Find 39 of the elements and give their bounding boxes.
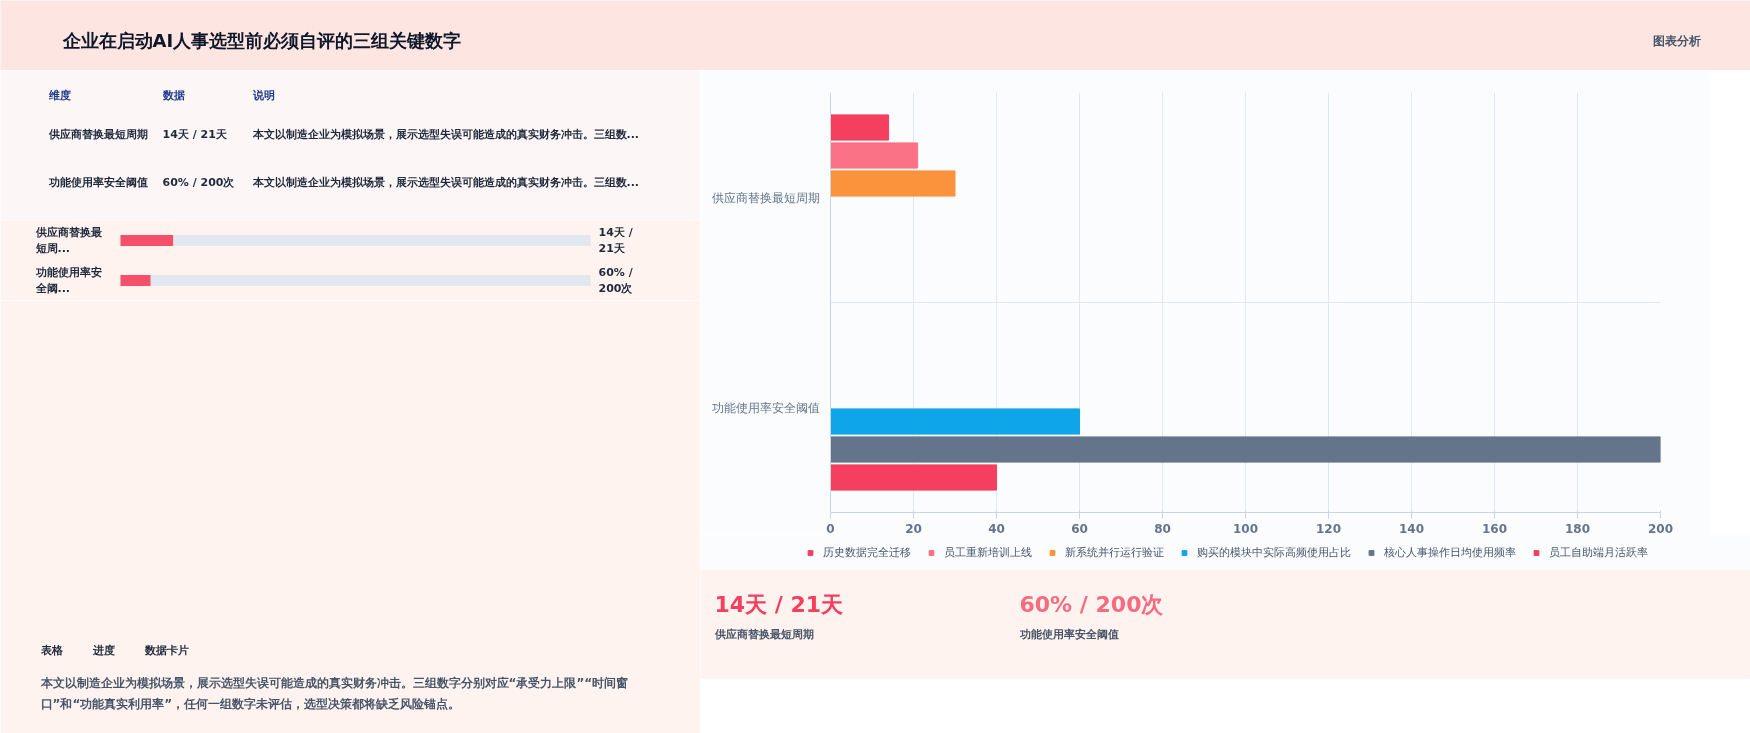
text: 60% / 200次 <box>1019 591 1165 617</box>
text: 14天 / 21天 <box>714 591 844 617</box>
text: 说明 <box>251 89 275 102</box>
text: 企业在启动AI人事选型前必须自评的三组关键数字 <box>61 30 462 51</box>
x-tick-label: 100 <box>1232 521 1259 536</box>
x-tick-label: 20 <box>905 521 922 536</box>
text: 维度 <box>47 89 71 102</box>
text: 图表分析 <box>1652 33 1701 48</box>
legend-label: 员工重新培训上线 <box>944 544 1032 560</box>
text: 60% / 200次 <box>162 176 236 189</box>
text: 60% / 200次 <box>598 265 634 296</box>
x-tick-label: 120 <box>1315 521 1342 536</box>
legend-label: 核心人事操作日均使用频率 <box>1384 544 1516 560</box>
x-tick-label: 40 <box>988 521 1005 536</box>
text: 进度 <box>91 644 115 657</box>
text: 14天 / 21天 <box>598 225 634 256</box>
text: 本文以制造企业为模拟场景，展示选型失误可能造成的真实财务冲击。三组数... <box>251 176 640 189</box>
y-tick-label: 功能使用率安全阈... <box>34 265 102 296</box>
x-tick-label: 60 <box>1071 521 1088 536</box>
text: 功能使用率安全阈值 <box>1018 627 1119 641</box>
x-tick-label: 200 <box>1647 521 1674 536</box>
text: 本文以制造企业为模拟场景，展示选型失误可能造成的真实财务冲击。三组数字分别对应“承受力上限”“时间窗口”和“功能真实利用率”，任何一组数字未评估，选型决策都将缺乏风险锚点。 <box>39 675 629 711</box>
legend-label: 历史数据完全迁移 <box>823 544 911 560</box>
x-tick-label: 140 <box>1398 521 1425 536</box>
x-tick-label: 0 <box>826 521 835 536</box>
text: 本文以制造企业为模拟场景，展示选型失误可能造成的真实财务冲击。三组数... <box>251 128 640 141</box>
text: 14天 / 21天 <box>162 128 228 141</box>
legend-label: 员工自助端月活跃率 <box>1549 544 1648 560</box>
legend-label: 新系统并行运行验证 <box>1065 544 1164 560</box>
legend-label: 购买的模块中实际高频使用占比 <box>1197 544 1351 560</box>
text: 供应商替换最短周期 <box>47 128 148 141</box>
x-tick-label: 160 <box>1481 521 1508 536</box>
text: 表格 <box>39 644 64 657</box>
text: 数据卡片 <box>143 644 189 657</box>
text: 数据 <box>161 89 185 102</box>
text: 功能使用率安全阈值 <box>47 176 148 189</box>
y-tick-label: 供应商替换最短周... <box>34 225 102 256</box>
x-tick-label: 180 <box>1564 521 1591 536</box>
x-tick-label: 80 <box>1154 521 1171 536</box>
